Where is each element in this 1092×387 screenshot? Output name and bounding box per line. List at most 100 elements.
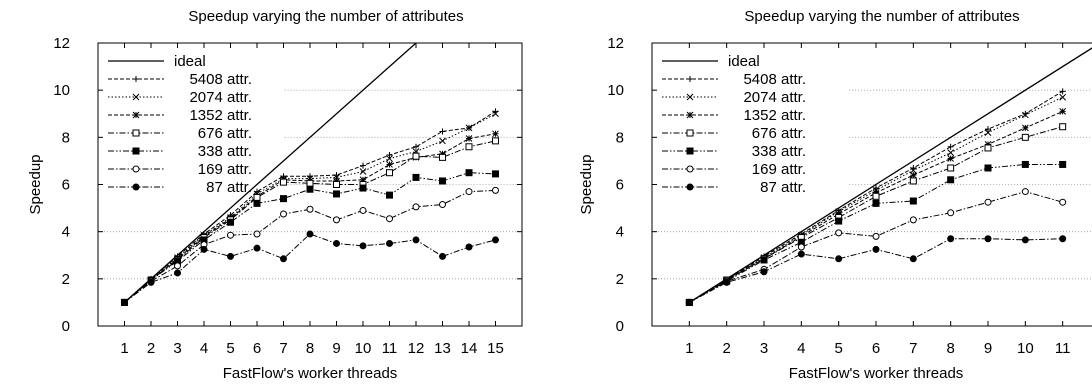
data-point	[306, 205, 314, 213]
data-point	[386, 239, 393, 247]
data-point	[439, 252, 446, 260]
data-point	[306, 185, 314, 193]
x-tick-label: 2	[722, 340, 730, 357]
legend-label: 87 attr.	[760, 179, 806, 196]
data-point	[174, 262, 181, 270]
legend-marker	[132, 165, 140, 173]
data-point	[360, 162, 366, 169]
series-line	[689, 110, 1063, 303]
y-tick-label: 10	[53, 82, 70, 99]
legend-marker	[132, 183, 140, 191]
legend-marker	[686, 129, 694, 137]
y-tick-label: 8	[616, 129, 624, 146]
x-tick-label: 1	[685, 340, 693, 357]
data-point	[359, 184, 367, 192]
x-tick-label: 5	[226, 340, 234, 357]
legend-marker	[686, 111, 694, 119]
legend-label: 338 attr.	[198, 143, 252, 160]
data-point	[359, 206, 367, 214]
data-point	[909, 177, 917, 185]
x-tick-label: 11	[1055, 340, 1071, 357]
x-tick-label: 13	[434, 340, 451, 357]
data-point	[1021, 133, 1029, 141]
data-point	[333, 181, 340, 188]
x-tick-label: 4	[797, 340, 805, 357]
data-point	[947, 164, 955, 172]
data-point	[1059, 123, 1067, 131]
x-tick-label: 10	[1017, 340, 1034, 357]
data-point	[439, 201, 446, 209]
data-point	[465, 188, 473, 196]
data-point	[872, 189, 880, 197]
data-point	[984, 141, 992, 148]
y-tick-label: 2	[62, 271, 70, 288]
data-point	[872, 192, 880, 200]
y-tick-label: 6	[616, 177, 624, 194]
y-tick-label: 4	[616, 224, 624, 241]
x-tick-label: 7	[909, 340, 917, 357]
data-point	[872, 232, 880, 240]
legend-label: 5408 attr.	[743, 71, 806, 88]
data-point	[386, 161, 393, 168]
x-tick-label: 8	[946, 340, 954, 357]
x-tick-label: 3	[173, 340, 181, 357]
x-axis-label: FastFlow's worker threads	[223, 365, 398, 382]
x-tick-label: 1	[120, 340, 128, 357]
legend-label: 169 attr.	[752, 161, 806, 178]
legend-label: 2074 attr.	[189, 89, 252, 106]
data-point	[465, 169, 473, 177]
data-point	[947, 209, 955, 217]
data-point	[492, 236, 499, 244]
y-axis-label: Speedup	[578, 154, 595, 214]
data-point	[280, 210, 287, 218]
data-point	[465, 243, 473, 251]
data-point	[386, 215, 393, 223]
data-point	[386, 152, 393, 159]
y-axis-label: Speedup	[27, 154, 44, 214]
x-tick-label: 14	[461, 340, 478, 357]
legend-marker	[132, 111, 140, 119]
data-point	[984, 235, 992, 243]
series-line	[689, 191, 1063, 303]
chart-title: Speedup varying the number of attributes	[188, 8, 463, 25]
legend-label: 676 attr.	[752, 125, 806, 142]
data-point	[984, 144, 992, 152]
data-point	[835, 217, 843, 225]
data-point	[723, 278, 731, 286]
legend-marker	[132, 147, 140, 155]
data-point	[1059, 160, 1067, 168]
x-tick-label: 6	[253, 340, 261, 357]
legend-label: ideal	[174, 53, 206, 70]
data-point	[909, 255, 917, 263]
data-point	[465, 135, 473, 142]
data-point	[439, 128, 446, 135]
data-point	[760, 256, 768, 264]
data-point	[439, 177, 446, 185]
data-point	[439, 153, 446, 161]
data-point	[147, 278, 155, 286]
plot-area	[121, 43, 499, 306]
data-point	[200, 245, 208, 253]
data-point	[835, 255, 843, 263]
data-point	[1021, 236, 1029, 244]
legend-marker	[686, 165, 694, 173]
legend-label: 1352 attr.	[189, 107, 252, 124]
data-point	[984, 164, 992, 172]
data-point	[947, 149, 955, 157]
series-line	[689, 126, 1063, 303]
data-point	[465, 143, 473, 151]
y-tick-label: 4	[62, 224, 70, 241]
x-axis-label: FastFlow's worker threads	[789, 365, 964, 382]
data-point	[280, 178, 287, 186]
data-point	[333, 216, 340, 224]
data-point	[1059, 198, 1067, 206]
legend-marker	[687, 76, 693, 82]
data-point	[760, 268, 768, 276]
legend-marker	[686, 93, 694, 101]
data-point	[439, 150, 446, 158]
x-tick-label: 9	[332, 340, 340, 357]
legend-marker	[132, 93, 140, 101]
